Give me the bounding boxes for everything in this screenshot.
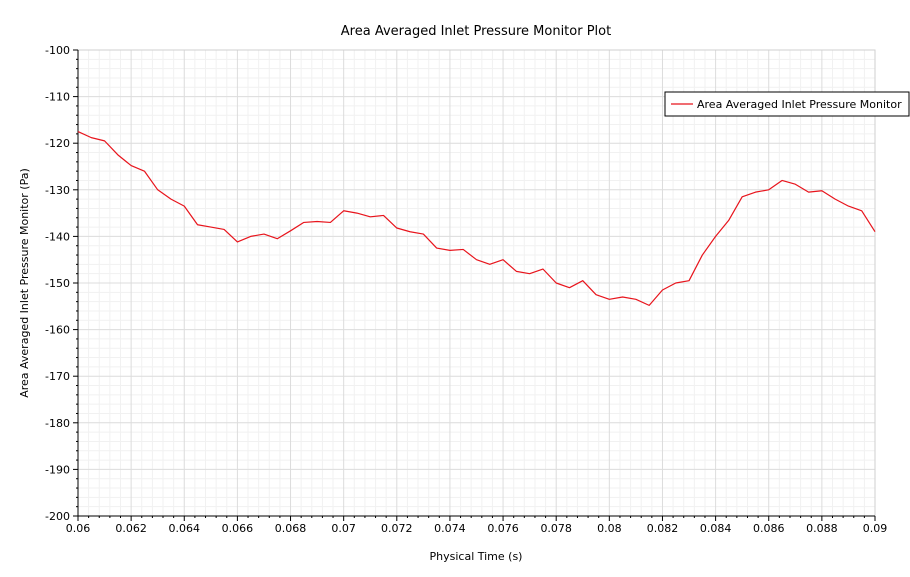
x-tick-label: 0.088 — [806, 522, 838, 535]
y-tick-label: -160 — [45, 324, 70, 337]
series-layer — [77, 131, 876, 306]
x-tick-label: 0.08 — [597, 522, 622, 535]
y-tick-label: -100 — [45, 44, 70, 57]
x-axis-title: Physical Time (s) — [430, 550, 523, 563]
chart-title: Area Averaged Inlet Pressure Monitor Plo… — [341, 24, 611, 39]
x-tick-label: 0.068 — [275, 522, 307, 535]
x-tick-label: 0.082 — [647, 522, 679, 535]
y-tick-label: -120 — [45, 137, 70, 150]
y-tick-label: -110 — [45, 91, 70, 104]
x-tick-label: 0.086 — [753, 522, 785, 535]
legend-label: Area Averaged Inlet Pressure Monitor — [697, 98, 902, 111]
legend: Area Averaged Inlet Pressure Monitor — [664, 91, 910, 117]
x-tick-label: 0.074 — [434, 522, 466, 535]
y-tick-label: -180 — [45, 417, 70, 430]
y-tick-label: -140 — [45, 230, 70, 243]
y-tick-label: -170 — [45, 370, 70, 383]
y-tick-label: -130 — [45, 184, 70, 197]
legend-box — [664, 91, 910, 117]
x-tick-label: 0.084 — [700, 522, 732, 535]
x-tick-label: 0.078 — [540, 522, 572, 535]
x-tick-label: 0.06 — [66, 522, 91, 535]
y-axis-title: Area Averaged Inlet Pressure Monitor (Pa… — [18, 168, 31, 398]
y-tick-label: -200 — [45, 510, 70, 523]
x-tick-label: 0.062 — [115, 522, 147, 535]
x-tick-label: 0.072 — [381, 522, 413, 535]
x-tick-label: 0.09 — [863, 522, 888, 535]
x-tick-label: 0.07 — [331, 522, 356, 535]
x-tick-label: 0.076 — [487, 522, 519, 535]
y-ticks: -100 -110 -120 -130 -140 -150 -160 -170 -180 -190… — [45, 44, 78, 523]
series-line-0 — [77, 131, 876, 306]
x-tick-label: 0.064 — [169, 522, 201, 535]
y-tick-label: -190 — [45, 463, 70, 476]
x-tick-label: 0.066 — [222, 522, 254, 535]
y-tick-label: -150 — [45, 277, 70, 290]
x-ticks: 0.06 0.062 0.064 0.066 0.068 0.07 0.072 0.074 0.… — [66, 516, 888, 535]
